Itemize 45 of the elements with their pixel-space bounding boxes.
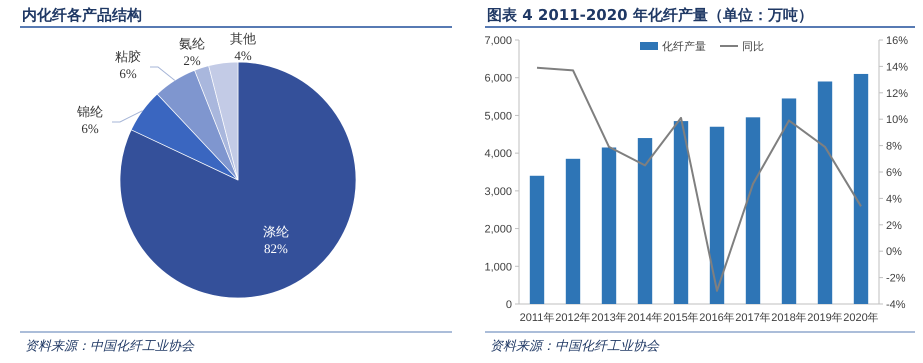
y-tick-label: 6,000 [484, 72, 512, 85]
legend-label: 化纤产量 [662, 40, 706, 53]
x-tick-label: 2014年 [627, 312, 663, 324]
chart-title: 内化纤各产品结构 [22, 6, 142, 24]
y-tick-label: 1,000 [484, 261, 512, 274]
y2-tick-label: 6% [886, 167, 902, 179]
y2-tick-label: -2% [886, 272, 906, 285]
slice-label: 涤纶 [262, 224, 289, 239]
slice-label: 粘胶 [115, 49, 141, 64]
x-tick-label: 2019年 [807, 312, 843, 324]
x-tick-label: 2013年 [591, 312, 627, 324]
y2-tick-label: 4% [886, 193, 902, 206]
text: 资料来源：中国化纤工业协会 [25, 338, 195, 353]
y2-tick-label: 2% [886, 220, 902, 232]
y2-tick-label: 0% [886, 246, 902, 258]
data-label: 82% [264, 240, 288, 256]
x-tick-label: 2020年 [843, 312, 879, 324]
y2-tick-label: 12% [886, 88, 908, 100]
data-label: 6% [81, 121, 99, 136]
y2-tick-label: 10% [886, 114, 908, 126]
x-tick-label: 2017年 [735, 312, 771, 324]
legend-label: 同比 [742, 40, 764, 53]
text: 资料来源：中国化纤工业协会 [490, 338, 660, 353]
y-tick-label: 2,000 [484, 224, 512, 236]
y2-tick-label: 14% [886, 61, 908, 74]
y-tick-label: 7,000 [484, 35, 512, 47]
y2-tick-label: 8% [886, 140, 902, 153]
slice-label: 其他 [230, 31, 256, 46]
x-tick-label: 2015年 [663, 312, 699, 324]
y-tick-label: 3,000 [484, 186, 512, 198]
data-label: 4% [234, 48, 252, 63]
chart-title: 图表 4 2011-2020 年化纤产量（单位：万吨） [487, 6, 813, 24]
y2-tick-label: 16% [886, 35, 908, 47]
slice-label: 氨纶 [179, 36, 205, 51]
y-tick-label: 0 [506, 299, 512, 311]
x-tick-label: 2016年 [699, 312, 735, 324]
data-label: 2% [183, 53, 201, 68]
x-tick-label: 2012年 [555, 312, 591, 324]
y-tick-label: 4,000 [484, 148, 512, 160]
x-tick-label: 2018年 [771, 312, 807, 324]
data-label: 6% [119, 66, 137, 81]
x-tick-label: 2011年 [520, 312, 554, 324]
y-tick-label: 5,000 [484, 110, 512, 122]
y2-tick-label: -4% [886, 299, 906, 311]
slice-label: 锦纶 [76, 104, 103, 119]
